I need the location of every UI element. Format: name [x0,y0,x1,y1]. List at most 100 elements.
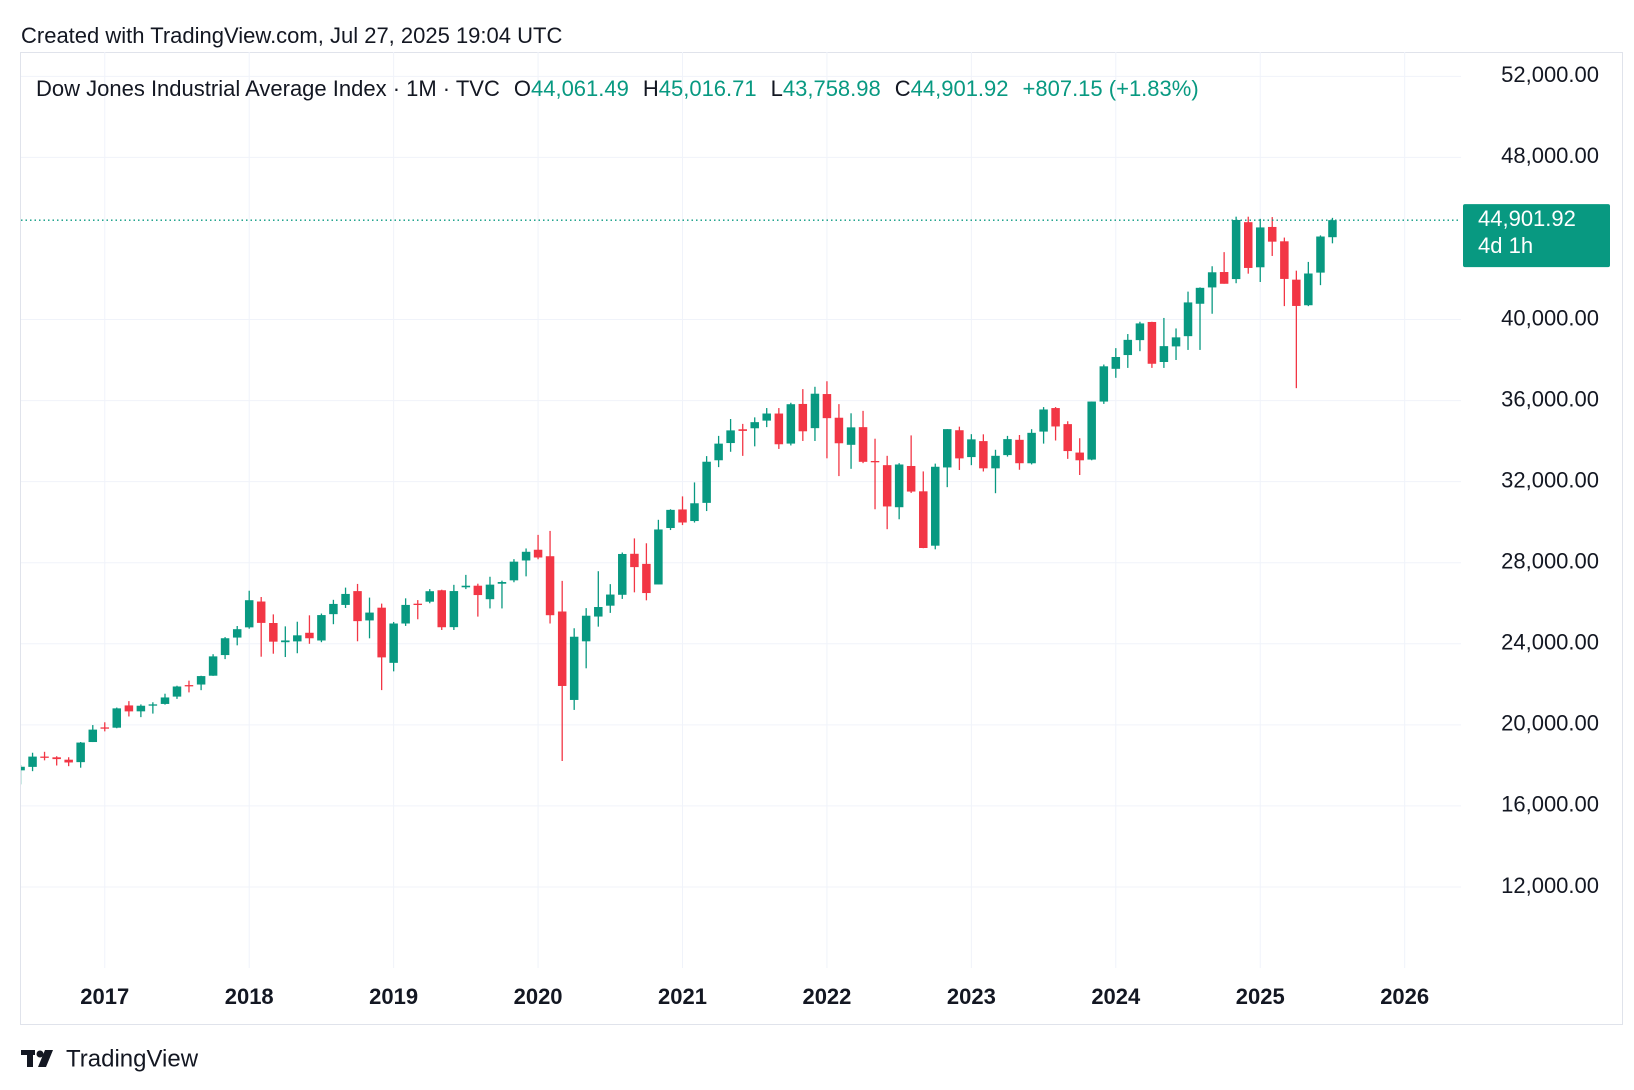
candle-body [112,708,122,728]
candle-body [269,623,278,642]
candle-body [750,422,759,429]
candle-body [1231,219,1241,280]
candle-body [882,465,892,507]
candle-body [425,591,434,602]
candle-body [1316,236,1325,273]
candle-body [979,441,988,469]
candle-body [377,607,386,658]
chart-frame [20,52,1623,1025]
candle-body [822,394,832,419]
header: Created with TradingView.com, Jul 27, 20… [21,23,562,48]
candle-body [473,585,483,596]
candle-body [931,466,940,546]
brand-logo [21,1050,53,1067]
candle-body [1063,424,1072,452]
candle-body [545,556,555,616]
candle-body [798,403,808,432]
candle-body [569,636,579,700]
candle-body [365,612,374,621]
candle-body [509,561,519,581]
x-tick-label: 2020 [514,984,563,1009]
candle-body [762,413,771,421]
legend-key: O [514,76,531,101]
x-tick-label: 2024 [1091,984,1141,1009]
y-tick-label: 20,000.00 [1501,711,1599,736]
candle-body [1280,241,1289,279]
candle-body [618,553,627,595]
candle-body [654,529,663,585]
candle-body [389,623,398,663]
candle-body [160,697,170,704]
candle-body [1027,432,1036,464]
legend-value: 45,016.71 [659,76,757,101]
candle-body [88,729,98,743]
x-tick-label: 2023 [947,984,996,1009]
legend-change: +807.15 (+1.83%) [1023,76,1199,101]
candle-body [1207,272,1217,288]
candle-body [786,404,796,444]
legend-value: 44,061.49 [531,76,629,101]
legend-value: 44,901.92 [911,76,1009,101]
candle-body [124,705,134,712]
y-tick-label: 48,000.00 [1501,143,1599,168]
candle-body [244,600,254,628]
legend-key: H [643,76,659,101]
candle-body [606,594,615,606]
candle-body [449,591,459,628]
candle-body [943,429,952,468]
countdown: 4d 1h [1478,233,1533,258]
candle-body [1015,439,1024,464]
candle-body [690,503,699,522]
candle-body [714,443,723,461]
candle-body [1183,302,1193,337]
candle-body [955,430,964,459]
candle-body [834,417,844,444]
y-tick-label: 52,000.00 [1501,62,1599,87]
candle-body [774,413,784,445]
candle-body [28,756,37,767]
candle-body [497,582,507,584]
candle-body [557,611,567,686]
candle-body [40,756,49,758]
candle-body [870,460,880,463]
x-tick-label: 2026 [1380,984,1429,1009]
candle-body [581,615,591,642]
candle-body [1039,409,1048,432]
candle-body [1195,287,1205,304]
candle-body [1075,452,1084,461]
candle-body [1243,222,1253,268]
candle-body [594,607,603,617]
candle-body [1159,346,1169,363]
legend-key: C [895,76,911,101]
candle-body [148,704,158,706]
y-tick-label: 32,000.00 [1501,467,1599,492]
y-tick-label: 16,000.00 [1501,792,1599,817]
candle-body [100,727,110,729]
candle-body [329,603,338,615]
legend-value: 43,758.98 [783,76,881,101]
candle-body [1292,279,1301,306]
candle-body [208,656,218,676]
candle-body [293,635,302,642]
legend-title: Dow Jones Industrial Average Index · 1M … [36,76,500,101]
candle-body [1003,439,1012,456]
y-tick-label: 12,000.00 [1501,873,1599,898]
price-label: 44,901.92 [1478,206,1576,231]
candle-body [1123,339,1133,356]
candle-body [1135,323,1145,341]
candle-body [317,615,326,641]
y-tick-label: 40,000.00 [1501,305,1599,330]
candle-body [630,553,639,568]
candle-body [64,759,73,763]
candle-body [702,461,711,503]
candle-body [256,601,266,623]
footer-brand: TradingView [66,1045,199,1072]
candle-body [21,766,25,771]
candle-body [894,464,904,508]
candle-body [1147,321,1157,364]
candle-body [341,593,350,605]
candle-body [726,430,735,444]
candle-body [232,629,242,638]
